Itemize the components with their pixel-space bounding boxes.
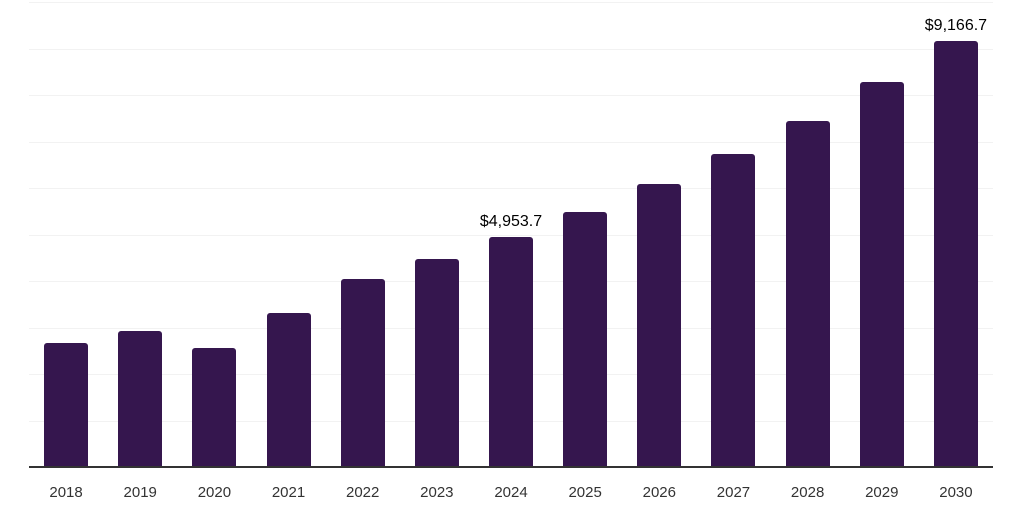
x-tick-label-2019: 2019 xyxy=(123,484,157,501)
x-tick-label-2025: 2025 xyxy=(568,484,602,501)
x-tick-label-2020: 2020 xyxy=(197,484,232,501)
data-label-2030: $9,166.7 xyxy=(924,16,988,34)
bar-2025 xyxy=(563,211,608,467)
bar-2023 xyxy=(414,259,459,467)
x-tick-label-2029: 2029 xyxy=(865,484,899,501)
x-tick-label-2030: 2030 xyxy=(939,484,973,501)
gridline xyxy=(29,95,993,96)
bar-2030 xyxy=(933,40,978,467)
bar-2021 xyxy=(266,312,311,467)
x-tick-label-2021: 2021 xyxy=(271,484,306,501)
bar-2019 xyxy=(118,330,163,467)
data-label-2024: $4,953.7 xyxy=(479,212,543,230)
gridline xyxy=(29,141,993,143)
gridline xyxy=(29,188,993,189)
bar-2022 xyxy=(340,278,385,467)
bar-2027 xyxy=(711,154,756,467)
x-axis-line xyxy=(29,466,993,468)
x-tick-label-2023: 2023 xyxy=(420,484,454,501)
bar-2020 xyxy=(192,348,237,467)
gridline xyxy=(29,48,993,50)
bar-2024 xyxy=(489,236,533,467)
bar-2028 xyxy=(785,120,830,467)
x-tick-label-2027: 2027 xyxy=(716,484,751,501)
x-tick-label-2018: 2018 xyxy=(49,484,83,501)
gridline xyxy=(29,2,993,3)
bar-2029 xyxy=(859,81,904,467)
x-tick-label-2026: 2026 xyxy=(642,484,676,501)
bar-2018 xyxy=(44,343,89,467)
x-tick-label-2024: 2024 xyxy=(494,484,528,501)
bar-2026 xyxy=(637,184,682,467)
x-tick-label-2022: 2022 xyxy=(346,484,380,501)
x-tick-label-2028: 2028 xyxy=(790,484,825,501)
gridline xyxy=(29,234,993,236)
